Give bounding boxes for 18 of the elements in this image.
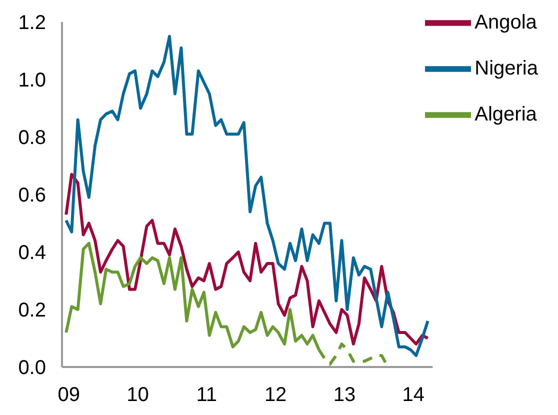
y-tick-label: 0.8	[18, 127, 46, 150]
x-tick-label: 10	[126, 384, 149, 406]
x-tick-label: 11	[196, 384, 218, 406]
legend-label: Angola	[474, 11, 537, 34]
line-series	[64, 34, 430, 357]
x-tick-label: 13	[333, 384, 356, 406]
x-tick-label: 12	[264, 384, 287, 406]
y-tick-label: 0.6	[18, 184, 46, 207]
x-tick-label: 09	[58, 384, 80, 406]
line-series	[64, 172, 430, 346]
y-tick-label: 1.2	[18, 12, 46, 34]
y-tick-label: 0.2	[18, 300, 46, 322]
y-tick-label: 0.0	[18, 357, 46, 380]
y-tick-label: 1.0	[18, 70, 46, 92]
legend-label: Nigeria	[474, 57, 538, 80]
legend-label: Algeria	[474, 103, 537, 126]
y-tick-label: 0.4	[18, 242, 46, 264]
x-tick-label: 14	[402, 384, 424, 406]
